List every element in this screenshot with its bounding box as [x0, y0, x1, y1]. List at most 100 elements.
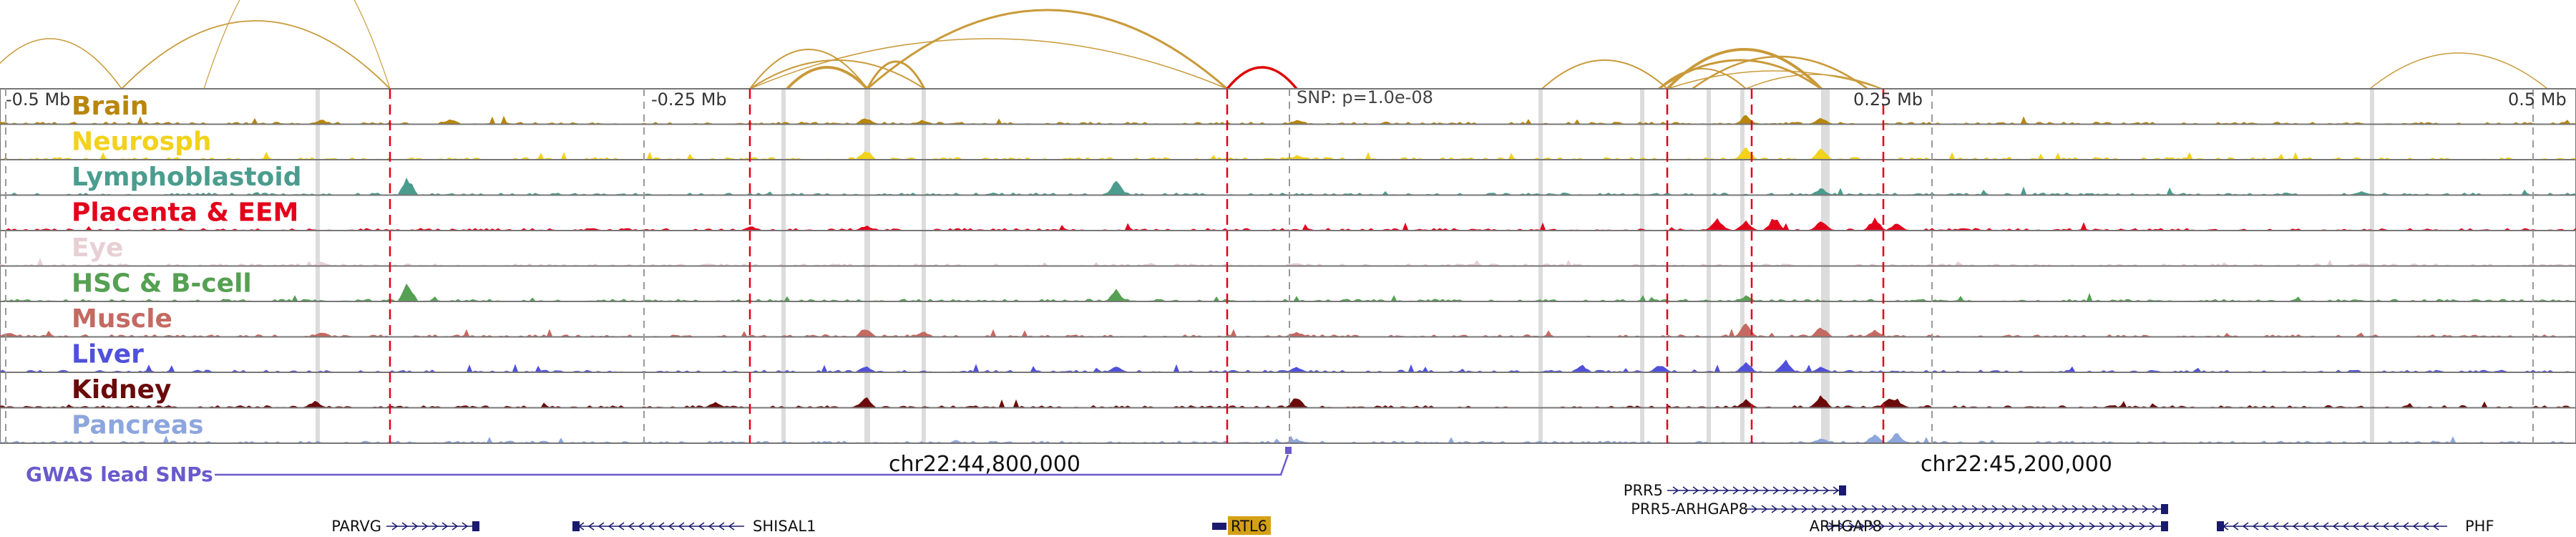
strand-arrow — [688, 522, 695, 531]
loop-arc — [749, 38, 1228, 90]
snp-label: SNP: p=1.0e-08 — [1297, 87, 1433, 107]
strand-arrow — [1948, 522, 1956, 531]
track-frame — [0, 407, 2576, 444]
strand-arrow — [2412, 522, 2419, 531]
strand-arrow — [1911, 505, 1918, 513]
strand-arrow — [1928, 522, 1936, 531]
strand-arrow — [2282, 522, 2289, 531]
gwas-lead-snps-label: GWAS lead SNPs — [26, 463, 213, 486]
strand-arrow — [2011, 505, 2019, 513]
signal-lymphoblastoid — [0, 178, 2576, 195]
strand-arrow — [1751, 505, 1758, 513]
track-label: Placenta & EEM — [72, 198, 298, 228]
strand-arrow — [2031, 505, 2039, 513]
strand-arrow — [462, 522, 469, 531]
gene-label-highlight — [1228, 516, 1271, 535]
strand-arrow — [1821, 505, 1828, 513]
axis-tick-label: -0.25 Mb — [651, 90, 727, 110]
strand-arrow — [2332, 522, 2339, 531]
strand-arrow — [668, 522, 675, 531]
track-labels: Brain Neurosph Lymphoblastoid Placenta & EE… — [72, 92, 302, 440]
strand-arrow — [2001, 505, 2009, 513]
loop-arc — [1667, 70, 1883, 90]
gene-exon — [1839, 485, 1846, 495]
strand-arrow — [648, 522, 655, 531]
gene-label: PHF — [2465, 518, 2494, 535]
strand-arrow — [1771, 505, 1778, 513]
track-label: HSC & B-cell — [72, 269, 252, 299]
strand-arrow — [2072, 505, 2079, 513]
strand-arrow — [1762, 486, 1770, 495]
strand-arrow — [2262, 522, 2269, 531]
strand-arrow — [1851, 505, 1858, 513]
strand-arrow — [1918, 522, 1926, 531]
track-label: Liver — [72, 340, 144, 369]
strand-arrow — [1742, 486, 1750, 495]
loop-arc — [867, 9, 1228, 90]
strand-arrow — [2362, 522, 2369, 531]
gene-label: PRR5-ARHGAP8 — [1631, 500, 1748, 518]
signal-tracks — [0, 88, 2576, 444]
strand-arrow — [1823, 486, 1830, 495]
strand-arrow — [2079, 522, 2086, 531]
strand-arrow — [1831, 505, 1838, 513]
strand-arrow — [2139, 522, 2146, 531]
strand-arrow — [1702, 486, 1709, 495]
strand-arrow — [2089, 522, 2096, 531]
strand-arrow — [1732, 486, 1740, 495]
position-axis: -0.5 Mb -0.25 Mb 0.25 Mb 0.5 Mb SNP: p=1… — [6, 87, 2567, 110]
strand-arrow — [1861, 505, 1868, 513]
coordinate-labels: chr22:44,800,000 chr22:45,200,000 — [889, 452, 2112, 477]
strand-arrow — [1858, 522, 1865, 531]
strand-arrow — [2082, 505, 2089, 513]
strand-arrow — [2129, 522, 2136, 531]
strand-arrow — [1811, 505, 1818, 513]
track-frame — [0, 301, 2576, 338]
strand-arrow — [2322, 522, 2329, 531]
coordinate-label: chr22:45,200,000 — [1921, 452, 2112, 477]
signal-muscle — [0, 323, 2576, 337]
strand-arrow — [1791, 505, 1798, 513]
track-label: Kidney — [72, 375, 172, 405]
axis-tick-label: 0.25 Mb — [1853, 90, 1923, 110]
strand-arrow — [411, 522, 419, 531]
gwas-track: GWAS lead SNPs — [26, 447, 1292, 486]
strand-arrow — [2292, 522, 2299, 531]
strand-arrow — [587, 522, 595, 531]
gene-exon — [472, 521, 479, 531]
strand-arrow — [628, 522, 635, 531]
strand-arrow — [441, 522, 449, 531]
strand-arrow — [1781, 505, 1788, 513]
strand-arrow — [2112, 505, 2119, 513]
gene-exon — [1212, 523, 1226, 530]
strand-arrow — [2352, 522, 2359, 531]
gwas-snp-marker — [1285, 447, 1292, 454]
signal-brain — [0, 115, 2576, 124]
gene-label: ARHGAP8 — [1810, 518, 1882, 535]
coordinate-label: chr22:44,800,000 — [889, 452, 1080, 477]
strand-arrow — [2039, 522, 2046, 531]
strand-arrow — [1908, 522, 1916, 531]
track-label: Pancreas — [72, 411, 204, 440]
loop-arc — [1226, 66, 1298, 90]
track-frame — [0, 230, 2576, 267]
strand-arrow — [1931, 505, 1938, 513]
strand-arrow — [1782, 486, 1790, 495]
strand-arrow — [1692, 486, 1699, 495]
strand-arrow — [2109, 522, 2116, 531]
loop-arc — [1658, 68, 1747, 90]
strand-arrow — [2029, 522, 2036, 531]
signal-eye — [0, 258, 2576, 266]
strand-arrow — [1841, 505, 1848, 513]
strand-arrow — [1672, 486, 1679, 495]
strand-arrow — [2102, 505, 2109, 513]
loop-arc — [1666, 48, 1823, 90]
chromatin-loop-arcs — [0, 0, 2548, 90]
track-label: Neurosph — [72, 127, 212, 157]
strand-arrow — [608, 522, 615, 531]
strand-arrow — [1938, 522, 1946, 531]
strand-arrow — [1981, 505, 1989, 513]
signal-hsc-b-cell — [0, 284, 2576, 301]
strand-arrow — [2092, 505, 2099, 513]
